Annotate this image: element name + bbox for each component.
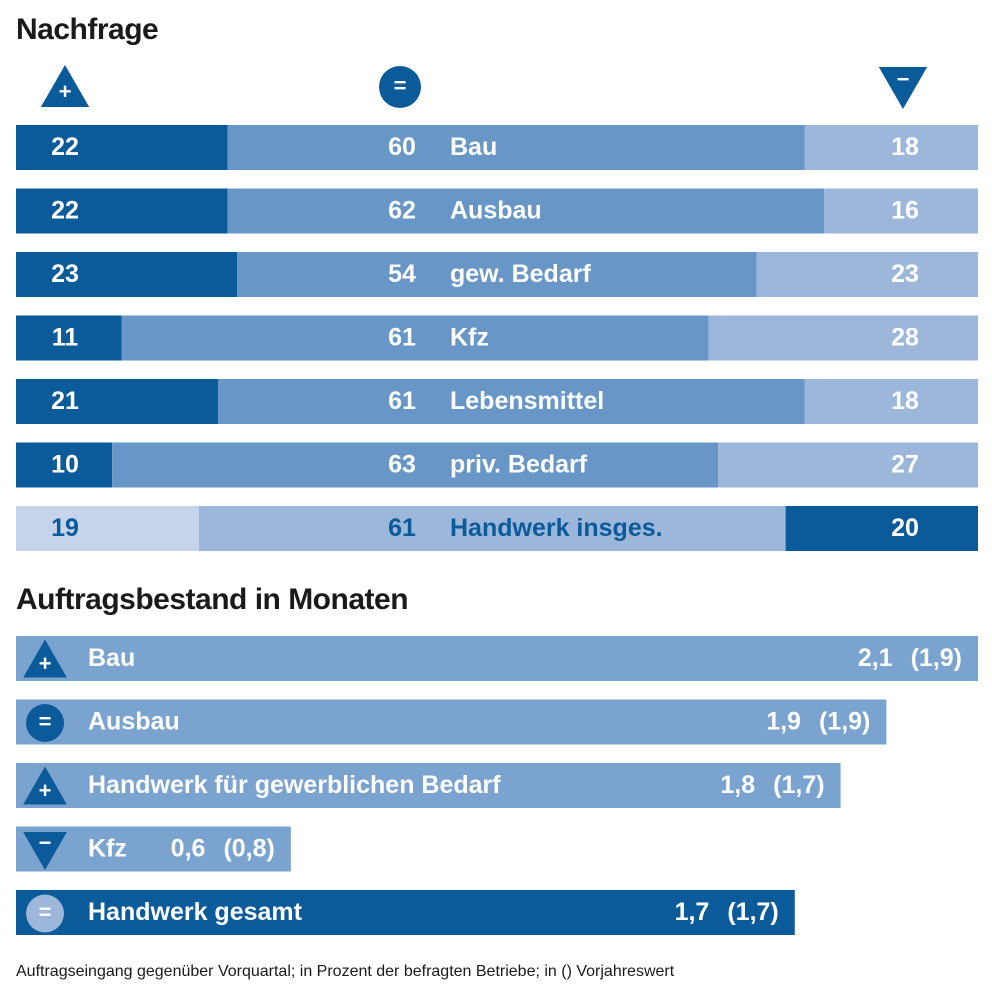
chart-title: Auftragsbestand in Monaten [16,583,408,616]
category-label: Ausbau [450,197,542,225]
value-label: 54 [388,260,416,288]
icon-triangle-up [40,64,90,107]
value-label: 1,9 [766,708,801,736]
category-label: Lebensmittel [450,387,604,415]
value-label: 28 [891,324,919,352]
category-label: Bau [88,644,135,672]
category-label: Handwerk insges. [450,514,663,542]
prior-value-label: (1,7) [727,898,778,926]
icon-symbol: = [39,709,52,734]
bar-segment [718,442,978,488]
value-label: 61 [388,387,416,415]
value-label: 61 [388,514,416,542]
value-label: 1,8 [720,771,755,799]
bar [16,636,978,681]
bar-segment [198,506,786,551]
bar-segment [756,252,978,297]
category-label: Handwerk gesamt [88,898,303,926]
bar [16,890,795,935]
value-label: 60 [388,133,416,161]
bar-segment [16,252,238,297]
bar-segment [16,506,199,551]
bar [16,699,887,745]
bar-segment [16,442,113,488]
bar-segment [785,506,978,551]
value-label: 62 [388,197,416,225]
prior-value-label: (1,9) [911,644,962,672]
icon-symbol: − [897,67,910,92]
bar-segment [218,379,805,424]
category-label: Ausbau [88,708,180,736]
value-label: 23 [891,260,919,288]
prior-value-label: (1,7) [773,771,824,799]
icon-circle [26,704,64,742]
value-label: 10 [51,451,79,479]
category-label: gew. Bedarf [450,260,591,288]
value-label: 21 [51,387,79,415]
value-label: 18 [891,387,919,415]
icon-triangle-up [23,766,67,805]
value-label: 22 [51,133,79,161]
bar-segment [112,442,719,488]
value-label: 2,1 [858,644,893,672]
value-label: 11 [52,324,79,352]
icon-circle [379,66,421,108]
value-label: 0,6 [171,835,206,863]
icon-circle [26,894,64,933]
icon-symbol: + [59,79,72,104]
bar-segment [16,315,122,361]
value-label: 23 [51,260,79,288]
bar-segment [121,315,709,361]
value-label: 27 [891,451,919,479]
value-label: 16 [891,197,919,225]
category-label: Kfz [450,324,489,352]
bar-segment [16,379,219,424]
value-label: 18 [891,133,919,161]
bar-segment [227,125,805,170]
prior-value-label: (0,8) [223,835,274,863]
bar [16,763,841,808]
value-label: 20 [891,514,919,542]
value-label: 1,7 [675,898,710,926]
chart-title: Nachfrage [16,13,158,46]
bar-segment [16,188,228,234]
value-label: 63 [388,451,416,479]
icon-triangle-down [878,67,928,110]
value-label: 61 [388,324,416,352]
value-label: 22 [51,197,79,225]
icon-symbol: = [394,73,407,98]
bar-segment [804,125,978,170]
icon-symbol: + [39,778,52,803]
bar-segment [227,188,825,234]
category-label: Bau [450,133,497,161]
bar-segment [16,125,228,170]
bar-segment [824,188,978,234]
footnote: Auftragseingang gegenüber Vorquartal; in… [16,963,675,980]
bar-segment [708,315,978,361]
category-label: Kfz [88,835,127,863]
icon-triangle-up [23,639,67,678]
bar-segment [237,252,757,297]
icon-symbol: − [39,830,52,855]
category-label: Handwerk für gewerblichen Bedarf [88,771,501,799]
category-label: priv. Bedarf [450,451,588,479]
bar-segment [804,379,978,424]
prior-value-label: (1,9) [819,708,870,736]
value-label: 19 [51,514,79,542]
icon-triangle-down [23,831,67,870]
icon-symbol: + [39,651,52,676]
icon-symbol: = [39,899,52,924]
